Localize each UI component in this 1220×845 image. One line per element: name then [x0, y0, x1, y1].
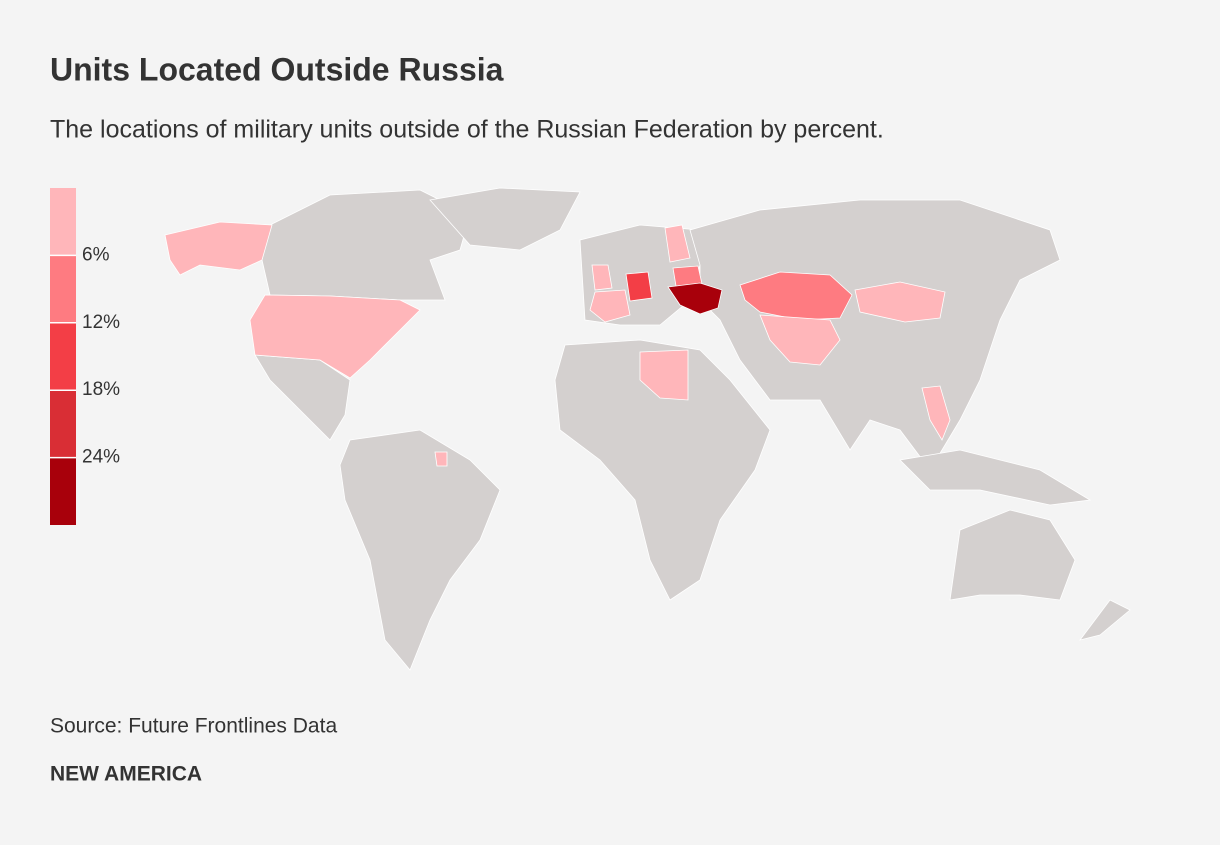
legend-tick-label: 12%	[82, 312, 120, 333]
country-region	[591, 264, 613, 291]
country-region	[664, 224, 691, 263]
legend-swatch	[50, 255, 76, 323]
source-note: Source: Future Frontlines Data	[50, 715, 337, 738]
country-region	[625, 271, 653, 302]
land	[339, 429, 501, 671]
country-region	[434, 451, 448, 467]
country-region	[164, 221, 273, 276]
land	[554, 339, 771, 601]
legend-tick-label: 24%	[82, 447, 120, 468]
country-region	[739, 271, 853, 321]
land	[261, 189, 471, 301]
country-region	[667, 282, 723, 315]
chart-subtitle: The locations of military units outside …	[50, 116, 884, 144]
legend-tick-label: 18%	[82, 379, 120, 400]
brand: NEW AMERICA	[50, 763, 202, 786]
country-region	[639, 349, 689, 401]
land	[949, 509, 1076, 601]
legend-tick-label: 6%	[82, 244, 110, 265]
country-region	[921, 385, 951, 441]
world-map	[164, 187, 1131, 671]
land	[899, 449, 1092, 506]
country-region	[589, 289, 631, 323]
land	[1079, 599, 1131, 641]
legend-swatch	[50, 457, 76, 525]
country-region	[854, 281, 946, 323]
legend-swatch	[50, 188, 76, 256]
legend-swatch	[50, 390, 76, 458]
chart-title: Units Located Outside Russia	[50, 51, 504, 87]
legend: 6% 12% 18% 24%	[50, 188, 120, 525]
country-region	[759, 314, 841, 366]
legend-swatch	[50, 322, 76, 391]
land	[429, 187, 581, 251]
country-region	[249, 294, 421, 379]
